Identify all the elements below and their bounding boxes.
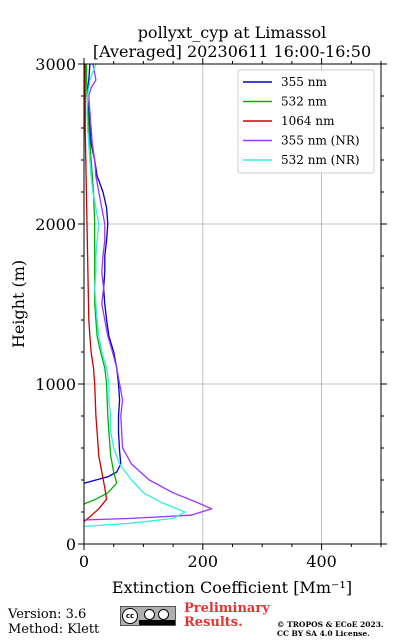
cc-by-sa-icon: cc — [120, 606, 176, 626]
method-label: Method: Klett — [8, 622, 100, 637]
y-tick-label: 2000 — [35, 215, 76, 234]
x-tick-label: 0 — [79, 552, 89, 571]
series-line-355-nm-nr- — [83, 63, 213, 521]
axis-ticks: 0 200 400 0 1000 2000 3000 — [35, 55, 387, 571]
series-line-1064-nm — [83, 64, 108, 523]
legend: 355 nm 532 nm 1064 nm 355 nm (NR) 532 nm (NR… — [237, 69, 375, 174]
copyright-line1: © TROPOS & ECoE 2023. — [277, 620, 384, 629]
x-tick-label: 400 — [306, 552, 337, 571]
legend-label: 532 nm — [281, 95, 327, 109]
series-line-355-nm — [83, 63, 122, 484]
chart-subtitle: [Averaged] 20230611 16:00-16:50 — [93, 42, 371, 61]
series-lines — [83, 63, 213, 528]
legend-label: 532 nm (NR) — [281, 153, 360, 167]
version-label: Version: 3.6 — [8, 607, 87, 622]
y-axis-label: Height (m) — [9, 260, 28, 348]
legend-label: 355 nm — [281, 75, 327, 89]
preliminary-line2: Results. — [184, 615, 243, 630]
x-tick-label: 200 — [188, 552, 219, 571]
legend-label: 355 nm (NR) — [281, 134, 360, 148]
preliminary-line1: Preliminary — [184, 601, 270, 616]
x-axis-label: Extinction Coefficient [Mm⁻¹] — [112, 578, 352, 597]
y-tick-label: 1000 — [35, 375, 76, 394]
y-tick-label: 0 — [66, 535, 76, 554]
legend-box — [237, 69, 375, 174]
series-line-532-nm-nr- — [83, 63, 186, 528]
copyright-line2: CC BY SA 4.0 License. — [277, 629, 370, 638]
legend-label: 1064 nm — [281, 114, 335, 128]
chart-title: pollyxt_cyp at Limassol — [138, 23, 327, 42]
y-tick-label: 3000 — [35, 55, 76, 74]
series-line-532-nm — [83, 63, 118, 505]
copyright-notice: © TROPOS & ECoE 2023. CC BY SA 4.0 Licen… — [277, 620, 384, 638]
preliminary-notice: Preliminary Results. — [184, 602, 270, 630]
